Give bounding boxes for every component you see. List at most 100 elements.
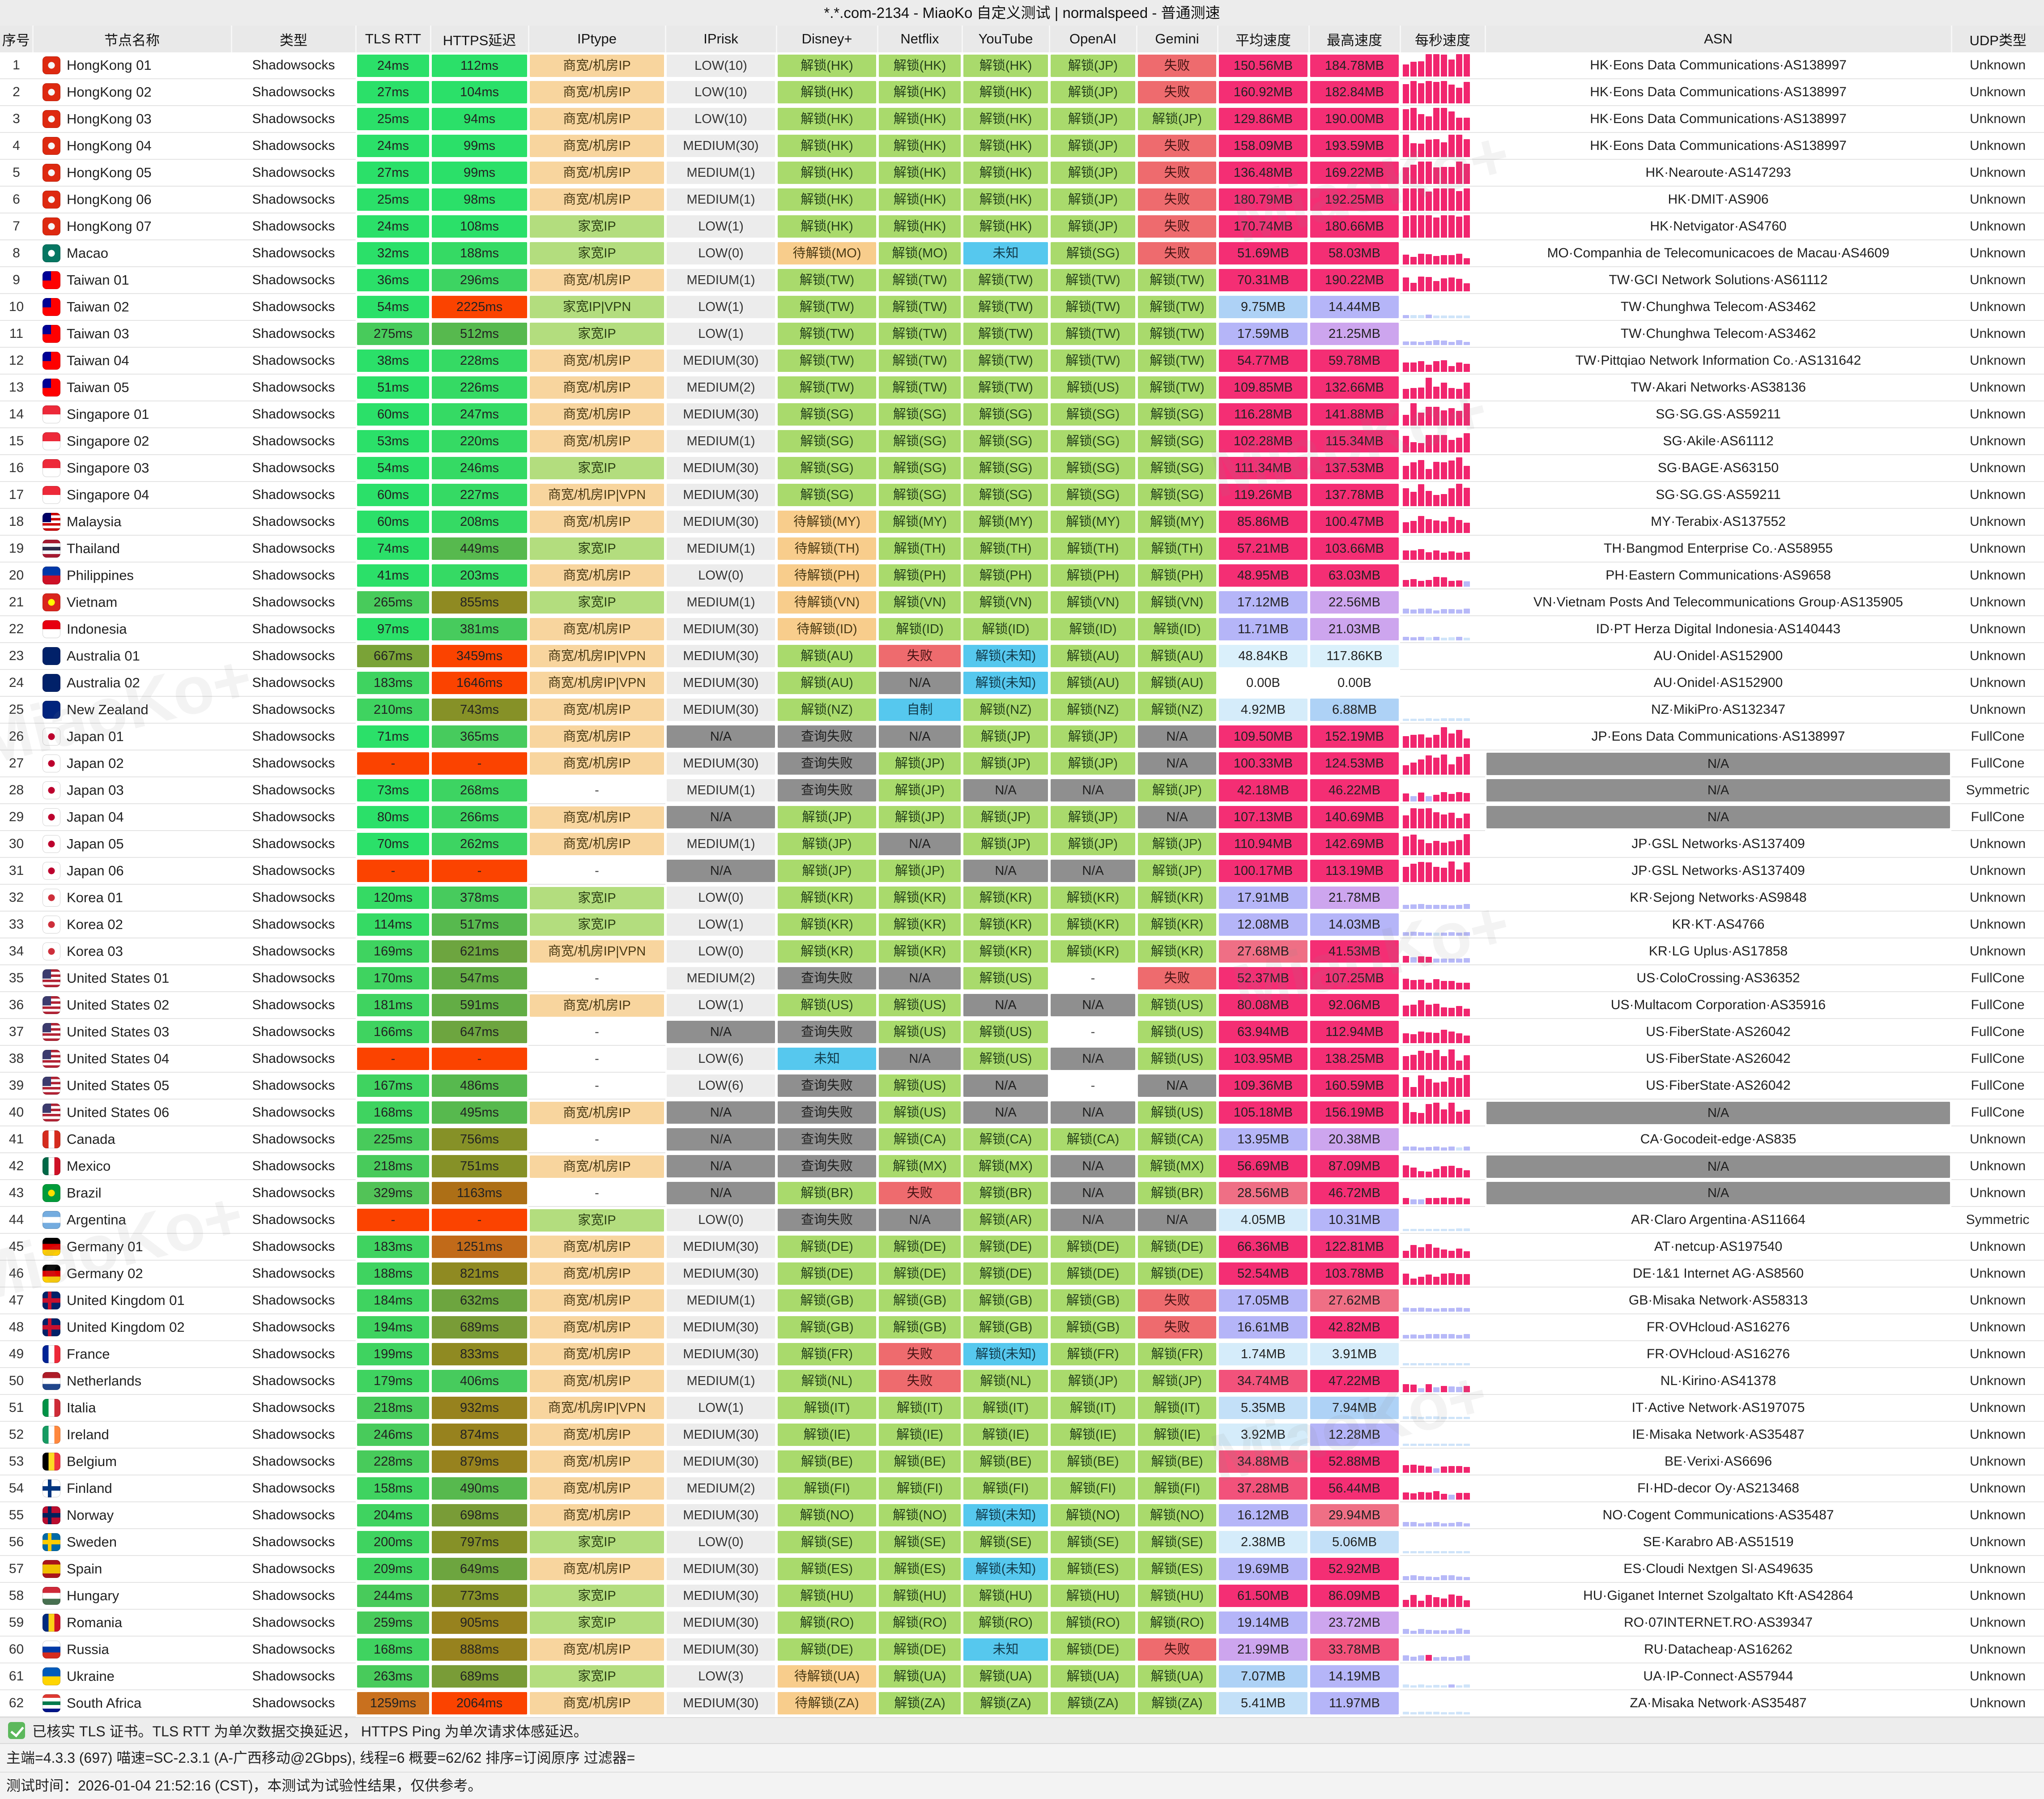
cell-tls: 24ms: [356, 213, 430, 240]
cell-udp: Unknown: [1951, 562, 2044, 589]
cell-gemini: 解锁(HU): [1137, 1582, 1218, 1609]
tls-value: 218ms: [357, 1155, 429, 1177]
table-row: 8 Macao Shadowsocks 32ms 188ms 家宽IP LOW(0) 待解锁(…: [0, 240, 2044, 267]
cell-avg-speed: 16.12MB: [1218, 1502, 1309, 1529]
cell-youtube: 解锁(US): [962, 965, 1049, 992]
cell-https: 220ms: [430, 428, 528, 455]
spark-bar: [1441, 843, 1447, 855]
netflix-status: N/A: [879, 1209, 961, 1231]
spark-bar: [1403, 84, 1409, 103]
cell-udp: Unknown: [1951, 1368, 2044, 1395]
cell-asn: FI·HD-decor Oy·AS213468: [1485, 1475, 1951, 1502]
avg-speed-value: 16.12MB: [1219, 1504, 1307, 1526]
youtube-status: 解锁(HK): [963, 54, 1048, 77]
speed-sparkline: [1403, 672, 1482, 694]
spark-bar: [1456, 1228, 1462, 1231]
max-speed-value: 11.97MB: [1310, 1692, 1399, 1714]
cell-asn: ES·Cloudi Nextgen Sl·AS49635: [1485, 1556, 1951, 1583]
spark-bar: [1410, 796, 1417, 801]
country-flag: [43, 1533, 60, 1551]
https-value: 266ms: [432, 806, 527, 828]
spark-bar: [1403, 341, 1409, 345]
spark-bar: [1464, 609, 1470, 614]
cell-index: 20: [0, 562, 33, 589]
cell-openai: 解锁(NZ): [1049, 696, 1137, 723]
youtube-status: 解锁(MX): [963, 1155, 1048, 1177]
cell-gemini: 解锁(US): [1137, 1019, 1218, 1045]
netflix-status: 解锁(FI): [879, 1477, 961, 1500]
iptype-value: 家宽IP: [530, 1531, 664, 1553]
cell-openai: 解锁(AU): [1049, 643, 1137, 669]
speedtest-table: 序号 节点名称 类型 TLS RTT HTTPS延迟 IPtype IPrisk…: [0, 26, 2044, 1717]
spark-bar: [1441, 718, 1447, 721]
cell-openai: N/A: [1049, 992, 1137, 1019]
cell-gemini: 解锁(NO): [1137, 1502, 1218, 1529]
spark-bar: [1426, 491, 1432, 506]
openai-status: 解锁(TW): [1051, 296, 1135, 318]
spark-bar: [1456, 1078, 1462, 1097]
spark-bar: [1403, 1251, 1409, 1258]
avg-speed-value: 17.12MB: [1219, 591, 1307, 614]
speed-sparkline: [1403, 1048, 1482, 1070]
cell-youtube: 解锁(未知): [962, 669, 1049, 696]
cell-asn: NL·Kirino·AS41378: [1485, 1368, 1951, 1395]
cell-udp: Unknown: [1951, 213, 2044, 240]
country-flag: [43, 352, 60, 370]
max-speed-value: 58.03MB: [1310, 242, 1399, 264]
cell-asn: US·FiberState·AS26042: [1485, 1045, 1951, 1073]
spark-bar: [1464, 754, 1470, 775]
cell-netflix: 解锁(SG): [877, 428, 962, 455]
spark-bar: [1448, 1386, 1455, 1392]
spark-bar: [1441, 255, 1447, 264]
max-speed-value: 103.78MB: [1310, 1262, 1399, 1285]
netflix-status: 解锁(MY): [879, 511, 961, 533]
spark-bar: [1433, 217, 1439, 238]
cell-udp: FullCone: [1951, 1019, 2044, 1046]
country-flag: [43, 486, 60, 504]
gemini-status: 解锁(SG): [1138, 403, 1216, 426]
cell-netflix: 解锁(TH): [877, 535, 962, 562]
cell-iprisk: MEDIUM(30): [665, 1582, 776, 1609]
node-name: United States 04: [67, 1051, 170, 1066]
youtube-status: 解锁(UA): [963, 1665, 1048, 1688]
spark-bar: [1418, 1363, 1424, 1365]
cell-disney: 查询失败: [776, 777, 877, 804]
cell-type: Shadowsocks: [231, 696, 356, 724]
spark-bar: [1433, 167, 1439, 184]
spark-bar: [1441, 1386, 1447, 1392]
spark-bar: [1418, 361, 1424, 372]
cell-asn: TW·Akari Networks·AS38136: [1485, 374, 1951, 401]
disney-status: 解锁(TW): [778, 323, 876, 345]
cell-iptype: 商宽/机房IP: [528, 1502, 665, 1529]
cell-avg-speed: 54.77MB: [1218, 347, 1309, 374]
cell-iptype: 商宽/机房IP: [528, 347, 665, 374]
max-speed-value: 27.62MB: [1310, 1289, 1399, 1312]
node-name-wrap: Mexico: [33, 1154, 231, 1179]
cell-iptype: -: [528, 857, 665, 885]
cell-openai: 解锁(US): [1049, 374, 1137, 401]
cell-node-name: Japan 05: [33, 831, 231, 858]
netflix-status: 解锁(US): [879, 1021, 961, 1043]
spark-bar: [1433, 281, 1439, 291]
node-name-wrap: Taiwan 02: [33, 294, 231, 320]
disney-status: 解锁(HK): [778, 162, 876, 184]
cell-gemini: 失败: [1137, 186, 1218, 213]
country-flag: [43, 405, 60, 423]
spark-bar: [1426, 315, 1432, 318]
node-name-wrap: Korea 02: [33, 912, 231, 937]
tls-value: 209ms: [357, 1558, 429, 1580]
openai-status: N/A: [1051, 1155, 1135, 1177]
openai-status: 解锁(MY): [1051, 511, 1135, 533]
col-max-speed: 最高速度: [1308, 26, 1400, 52]
spark-bar: [1410, 550, 1417, 560]
iprisk-value: MEDIUM(1): [667, 1370, 775, 1392]
cell-iptype: 商宽/机房IP: [528, 992, 665, 1019]
https-value: 486ms: [432, 1074, 527, 1097]
gemini-status: 失败: [1138, 1316, 1216, 1339]
tls-value: 200ms: [357, 1531, 429, 1553]
openai-status: 解锁(TW): [1051, 323, 1135, 345]
cell-iptype: 家宽IP: [528, 455, 665, 482]
spark-bar: [1410, 403, 1417, 426]
country-flag: [43, 593, 60, 611]
node-name: Taiwan 02: [67, 299, 129, 315]
